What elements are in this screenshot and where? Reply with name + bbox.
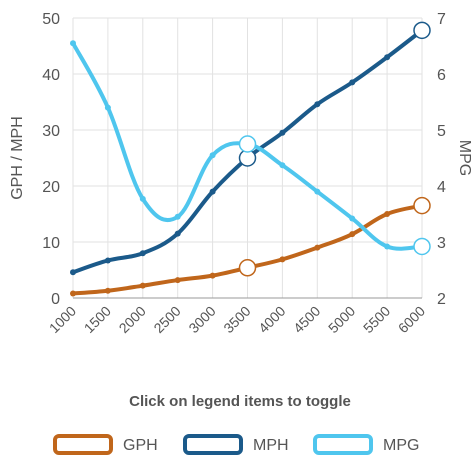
right-tick-label: 5 <box>437 123 446 140</box>
data-point <box>70 290 76 297</box>
legend-label: MPG <box>383 437 419 454</box>
legend-label: MPH <box>253 437 289 454</box>
highlighted-point <box>413 21 431 40</box>
data-point <box>104 287 111 294</box>
data-point <box>349 231 356 238</box>
legend-item-gph[interactable]: GPH <box>53 434 158 455</box>
data-point <box>209 188 216 195</box>
right-tick-label: 3 <box>437 235 446 252</box>
right-axis-ticks: 2 3 4 5 6 7 <box>437 11 446 308</box>
right-tick-label: 7 <box>437 11 446 28</box>
highlighted-point <box>413 237 431 256</box>
left-axis-title: GPH / MPH <box>9 116 26 200</box>
series-layer <box>70 21 431 297</box>
x-tick-label: 4000 <box>255 303 288 336</box>
x-tick-label: 2500 <box>150 303 183 336</box>
data-point <box>139 282 146 289</box>
data-point <box>349 79 356 86</box>
series-mph <box>70 21 431 276</box>
data-point <box>349 215 356 222</box>
data-point <box>139 195 146 202</box>
data-point <box>384 54 391 61</box>
left-tick-label: 30 <box>42 123 60 140</box>
data-point <box>314 101 321 108</box>
x-tick-label: 4500 <box>290 303 323 336</box>
data-point <box>279 162 286 169</box>
data-point <box>209 152 216 159</box>
data-point <box>70 40 76 47</box>
data-point <box>139 250 146 257</box>
right-axis-title: MPG <box>456 140 473 176</box>
x-tick-label: 3000 <box>185 303 218 336</box>
legend: GPH MPH MPG <box>53 434 419 455</box>
data-point <box>314 188 321 195</box>
legend-label: GPH <box>123 437 158 454</box>
data-point <box>174 213 181 220</box>
x-tick-label: 1500 <box>81 303 114 336</box>
right-tick-label: 6 <box>437 67 446 84</box>
legend-item-mpg[interactable]: MPG <box>313 434 419 455</box>
data-point <box>384 243 391 250</box>
data-point <box>384 211 391 217</box>
data-point <box>279 256 286 263</box>
data-point <box>174 277 181 284</box>
legend-swatch <box>53 434 113 455</box>
x-tick-label: 2000 <box>116 303 149 336</box>
x-tick-label: 5000 <box>325 303 358 336</box>
series-gph <box>70 196 431 297</box>
x-tick-label: 3500 <box>220 303 253 336</box>
left-tick-label: 10 <box>42 235 60 252</box>
right-tick-label: 4 <box>437 179 446 196</box>
legend-swatch <box>313 434 373 455</box>
legend-item-mph[interactable]: MPH <box>183 434 289 455</box>
data-point <box>209 272 216 279</box>
legend-swatch <box>183 434 243 455</box>
legend-hint: Click on legend items to toggle <box>129 393 351 410</box>
highlighted-point <box>413 196 431 215</box>
data-point <box>70 269 76 276</box>
right-tick-label: 2 <box>437 291 446 308</box>
highlighted-point <box>238 259 257 277</box>
left-axis-ticks: 0 10 20 30 40 50 <box>42 11 60 308</box>
x-axis-ticks: 1000 1500 2000 2500 3000 3500 4000 4500 5000 5500… <box>46 303 428 336</box>
left-tick-label: 20 <box>42 179 60 196</box>
x-tick-label: 5500 <box>360 303 393 336</box>
data-point <box>104 104 111 111</box>
data-point <box>279 129 286 136</box>
data-point <box>314 244 321 251</box>
left-tick-label: 50 <box>42 11 60 28</box>
left-tick-label: 0 <box>51 291 60 308</box>
x-tick-label: 6000 <box>395 303 428 336</box>
left-tick-label: 40 <box>42 67 60 84</box>
series-mpg <box>70 40 431 256</box>
highlighted-point <box>238 135 257 153</box>
data-point <box>104 257 111 264</box>
data-point <box>174 230 181 237</box>
